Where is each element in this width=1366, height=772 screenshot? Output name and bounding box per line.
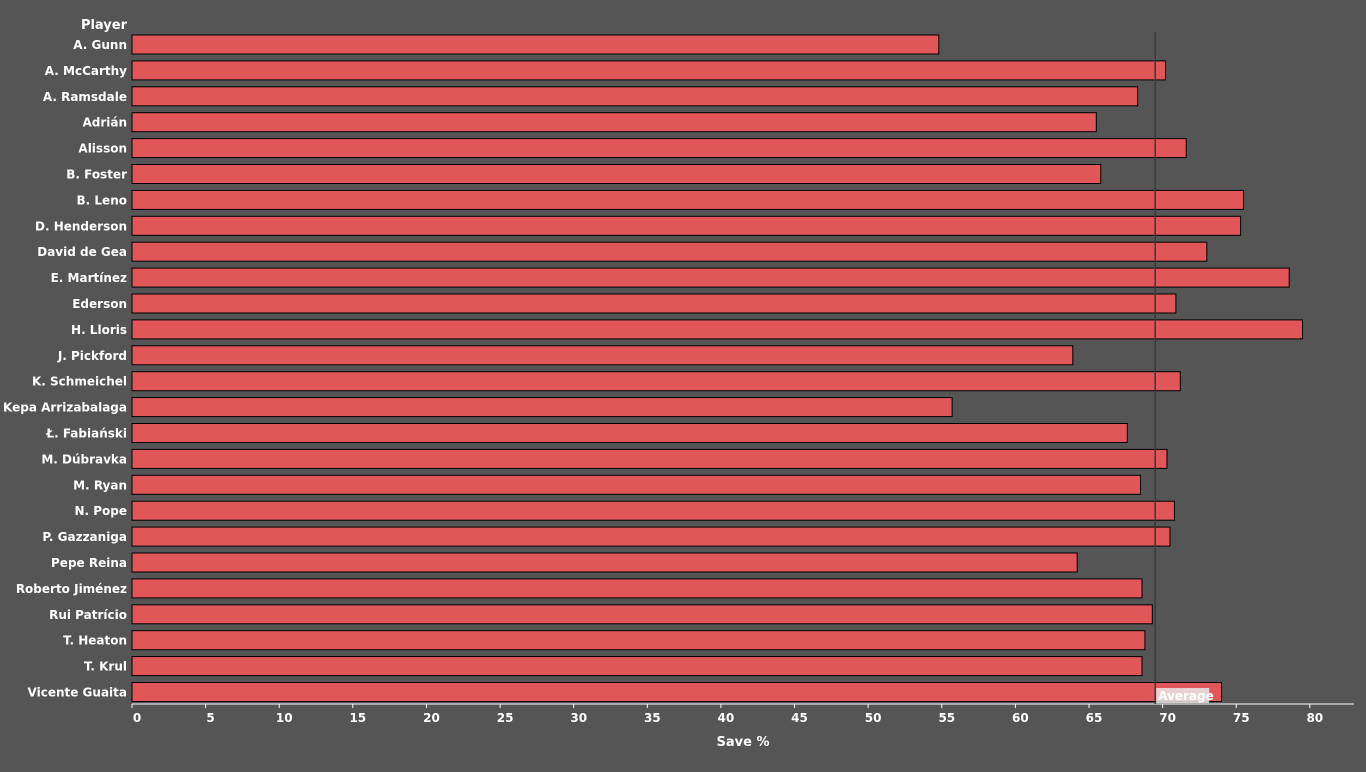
y-tick-labels: A. Gunn A. McCarthy A. Ramsdale Adrián Aliss… — [3, 38, 127, 700]
bar — [131, 526, 1171, 547]
bar — [131, 319, 1303, 340]
bar — [131, 34, 940, 55]
x-tick-label: 25 — [497, 711, 514, 725]
bar — [131, 164, 1102, 184]
y-tick-label: A. Ramsdale — [43, 90, 127, 104]
average-marker: Average — [1154, 32, 1214, 704]
average-label-background — [1156, 688, 1210, 703]
y-tick-label: B. Foster — [66, 168, 127, 182]
y-tick-label: D. Henderson — [35, 219, 127, 233]
bar — [131, 241, 1208, 262]
y-tick-label: A. Gunn — [73, 38, 127, 52]
bars-group — [131, 34, 1303, 702]
x-tick-label: 30 — [570, 711, 587, 725]
bar — [131, 397, 953, 418]
bar — [131, 215, 1242, 236]
x-tick-label: 40 — [718, 711, 735, 725]
x-tick-label: 50 — [865, 711, 882, 725]
y-tick-label: Kepa Arrizabalaga — [3, 401, 127, 415]
y-tick-label: Roberto Jiménez — [16, 582, 127, 596]
average-label: Average — [1158, 689, 1214, 703]
y-tick-label: David de Gea — [37, 245, 127, 259]
bar — [131, 448, 1168, 469]
bar — [131, 138, 1187, 159]
y-tick-label: H. Lloris — [71, 323, 127, 337]
x-tick-label: 80 — [1306, 711, 1323, 725]
bar — [131, 423, 1128, 443]
bar — [131, 656, 1143, 677]
bar — [131, 60, 1166, 81]
bar — [131, 630, 1146, 651]
x-tick-label: 65 — [1086, 711, 1103, 725]
x-tick-label: 75 — [1233, 711, 1250, 725]
bar — [131, 578, 1143, 599]
y-tick-label: Adrián — [82, 116, 127, 130]
y-tick-label: Rui Patrício — [49, 608, 127, 622]
bar — [131, 189, 1245, 210]
y-tick-label: Pepe Reina — [51, 556, 127, 570]
x-tick-label: 45 — [791, 711, 808, 725]
y-tick-label: E. Martínez — [51, 271, 127, 285]
bar — [131, 604, 1153, 625]
y-tick-label: M. Ryan — [73, 478, 127, 492]
x-tick-label: 5 — [206, 711, 214, 725]
x-tick-label: 70 — [1159, 711, 1176, 725]
bar — [131, 86, 1139, 107]
y-tick-label: M. Dúbravka — [41, 452, 127, 466]
y-tick-label: K. Schmeichel — [32, 375, 127, 389]
bar — [131, 345, 1074, 366]
bar — [131, 552, 1078, 573]
x-axis: 0 5 10 15 20 25 30 35 40 45 50 55 60 65 70 75 80 — [131, 703, 1354, 725]
x-tick-label: 35 — [644, 711, 661, 725]
y-tick-label: Vicente Guaita — [28, 686, 127, 700]
y-tick-label: Ł. Fabiański — [45, 427, 127, 441]
y-tick-label: N. Pope — [74, 504, 127, 518]
x-tick-label: 0 — [133, 711, 141, 725]
y-tick-label: B. Leno — [77, 193, 127, 207]
y-tick-label: A. McCarthy — [45, 64, 127, 78]
bar — [131, 500, 1175, 521]
y-tick-label: P. Gazzaniga — [42, 530, 127, 544]
bar — [131, 112, 1097, 133]
bar — [131, 682, 1222, 702]
bar — [131, 293, 1177, 314]
y-tick-label: J. Pickford — [57, 349, 127, 363]
bar — [131, 474, 1141, 495]
y-tick-label: Alisson — [78, 142, 127, 156]
x-tick-label: 20 — [423, 711, 440, 725]
x-tick-label: 60 — [1012, 711, 1029, 725]
bar — [131, 267, 1290, 288]
x-tick-label: 10 — [276, 711, 293, 725]
x-tick-label: 55 — [938, 711, 955, 725]
y-tick-label: T. Heaton — [63, 634, 127, 648]
x-tick-label: 15 — [349, 711, 366, 725]
y-tick-label: Ederson — [72, 297, 127, 311]
x-axis-title: Save % — [717, 735, 770, 750]
y-tick-label: T. Krul — [84, 660, 127, 674]
bar — [131, 371, 1181, 392]
y-axis-title: Player — [81, 18, 128, 33]
